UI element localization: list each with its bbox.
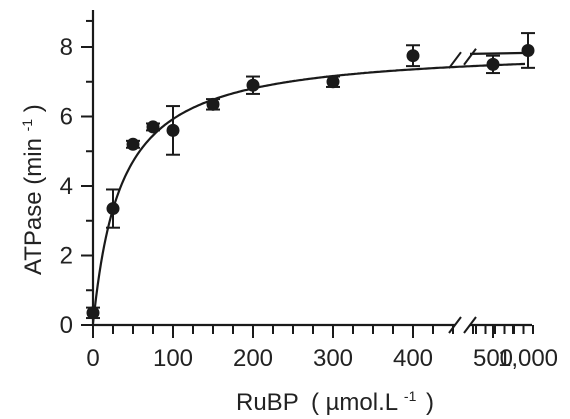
x-tick-label: 1,000 [498,345,558,372]
data-point [246,75,260,95]
x-tick-label: 200 [233,345,273,372]
point-marker [126,137,140,151]
y-tick-label: 8 [60,34,73,61]
point-marker [521,43,535,57]
fit-curve-group [91,48,529,324]
x-axis-break-mark [448,316,462,334]
fit-curve [91,62,526,324]
x-tick-label: 300 [313,345,353,372]
data-point [326,75,340,89]
point-marker [206,97,220,111]
x-tick-label: 0 [86,345,99,372]
point-marker [146,120,160,134]
data-point [206,97,220,111]
curve-break-mark [448,51,462,69]
y-tick-label: 6 [60,104,73,131]
x-axis-label: RuBP [236,389,298,416]
y-tick-label: 2 [60,243,73,270]
y-tick-label: 0 [60,312,73,339]
fit-curve-right [469,51,529,55]
point-marker [166,123,180,137]
data-point [521,32,535,69]
point-marker [246,78,260,92]
x-axis-unit-superscript: -1 [404,388,417,404]
data-point [166,105,180,156]
curve-break-mark [463,48,477,66]
point-marker [106,202,120,216]
x-axis-title: RuBP ( µmol.L -1 ) [236,380,434,416]
x-tick-label: 500 [473,345,513,372]
y-axis-superscript: -1 [19,119,35,132]
point-marker [486,57,500,71]
y-axis-close: ) [20,104,47,112]
x-tick-label: 400 [393,345,433,372]
x-tick-label: 100 [153,345,193,372]
data-point [106,188,120,229]
point-marker [406,49,420,63]
data-point [486,54,500,75]
data-points-group [86,32,535,320]
data-point [126,137,140,151]
y-axis-label: ATPase (min [20,138,47,275]
point-marker [326,75,340,89]
data-point [86,306,100,320]
y-axis-title: ATPase (min -1 ) [11,104,47,275]
y-tick-label: 4 [60,173,73,200]
axes [81,10,534,338]
point-marker [86,306,100,320]
x-axis-unit: ( µmol.L [311,389,398,416]
data-point [146,120,160,134]
data-point [406,44,420,68]
x-axis-break-mark [463,316,477,334]
x-axis-unit-close: ) [426,389,434,416]
